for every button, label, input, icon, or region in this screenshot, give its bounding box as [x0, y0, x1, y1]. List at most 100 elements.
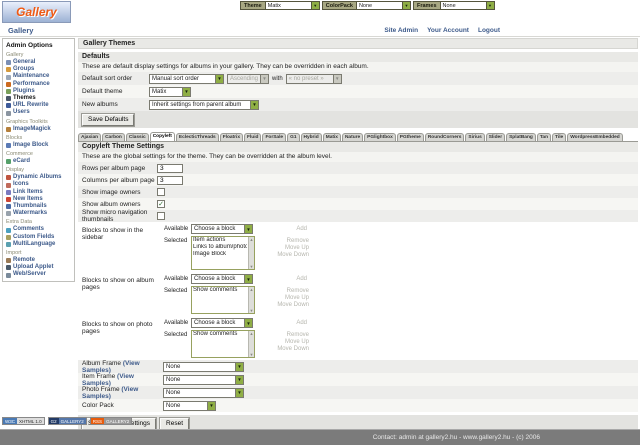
blocks-photo-available-select[interactable]: Choose a block ▼	[191, 318, 253, 328]
sidebar-item-link-items[interactable]: Link Items	[6, 189, 73, 196]
blocks-photo-label: Blocks to show on photo pages	[82, 321, 153, 335]
sidebar-item-custom-fields[interactable]: Custom Fields	[6, 234, 73, 241]
frames-select[interactable]: None	[439, 2, 486, 9]
sidebar-item-ecard[interactable]: eCard	[6, 158, 73, 165]
listbox-option[interactable]: Item actions	[193, 237, 226, 243]
frames-select-arrow-icon[interactable]: ▼	[485, 2, 494, 9]
tab-classic[interactable]: Classic	[125, 133, 149, 141]
sidebar-item-groups[interactable]: Groups	[6, 66, 73, 73]
tab-copyleft[interactable]: Copyleft	[149, 132, 175, 141]
sidebar-item-plugins[interactable]: Plugins	[6, 88, 73, 95]
tab-nature[interactable]: Nature	[341, 133, 364, 141]
tab-tan[interactable]: Tan	[536, 133, 552, 141]
tab-slider[interactable]: Slider	[485, 133, 506, 141]
default-theme-select[interactable]: Matix ▼	[149, 86, 191, 97]
sidebar-item-web-server[interactable]: Web/Server	[6, 271, 73, 278]
move-up-action: Move Up	[284, 295, 309, 301]
sidebar-item-new-items[interactable]: New Items	[6, 196, 73, 203]
tab-splatbang[interactable]: SplatBang	[506, 133, 536, 141]
header-link[interactable]: Site Admin	[384, 27, 419, 34]
sidebar-item-image-block[interactable]: Image Block	[6, 142, 73, 149]
tab-g1[interactable]: G1	[287, 133, 300, 141]
tab-hybrid[interactable]: Hybrid	[300, 133, 322, 141]
ecard-icon	[6, 159, 11, 165]
tab-eclecticthreads[interactable]: EclecticThreads	[175, 133, 219, 141]
sidebar-item-maintenance[interactable]: Maintenance	[6, 73, 73, 80]
album-frame-select[interactable]: None ▼	[163, 361, 244, 372]
sidebar-item-comments[interactable]: Comments	[6, 226, 73, 233]
header-link[interactable]: Logout	[477, 27, 500, 34]
theme-select-arrow-icon[interactable]: ▼	[310, 2, 319, 9]
tab-matix[interactable]: Matix	[322, 133, 341, 141]
footer-badge[interactable]: G2 GALLERY2	[47, 417, 87, 425]
tab-forsale[interactable]: ForSale	[262, 133, 287, 141]
tab-pgtheme[interactable]: PGtheme	[396, 133, 424, 141]
sidebar-item-icons[interactable]: Icons	[6, 181, 73, 188]
tab-tile[interactable]: Tile	[552, 133, 567, 141]
tab-pglightbox[interactable]: PGlightbox	[364, 133, 396, 141]
sidebar-item-label: Users	[13, 109, 30, 116]
remove-action: Remove	[286, 238, 309, 244]
gallery-logo[interactable]: Gallery	[2, 1, 71, 23]
show-album-owners-checkbox-checked[interactable]: ✓	[157, 200, 165, 208]
rows-per-page-input[interactable]	[157, 163, 183, 173]
sidebar-item-remote[interactable]: Remote	[6, 257, 73, 264]
listbox-scrollbar[interactable]: ▲ ▼	[248, 287, 254, 313]
sidebar-item-url-rewrite[interactable]: URL Rewrite	[6, 102, 73, 109]
colorpack-select[interactable]: None	[355, 2, 402, 9]
reset-button[interactable]: Reset	[159, 416, 191, 431]
blocks-album-selected-listbox[interactable]: ▲ ▼ Show comments	[191, 286, 255, 314]
sidebar-item-dynamic-albums[interactable]: Dynamic Albums	[6, 174, 73, 181]
tab-wordpressembedded[interactable]: WordpressEmbedded	[567, 133, 623, 141]
sidebar-item-imagemagick[interactable]: ImageMagick	[6, 126, 73, 133]
new-albums-value: Inherit settings from parent album	[152, 101, 242, 108]
save-defaults-button[interactable]: Save Defaults	[80, 112, 136, 127]
tab-carbon[interactable]: Carbon	[102, 133, 125, 141]
blocks-sidebar-available-select[interactable]: Choose a block ▼	[191, 224, 253, 234]
sidebar-item-watermarks[interactable]: Watermarks	[6, 210, 73, 217]
listbox-scrollbar[interactable]: ▲ ▼	[248, 237, 254, 269]
listbox-scrollbar[interactable]: ▲ ▼	[248, 331, 254, 357]
header-link[interactable]: Your Account	[427, 27, 469, 34]
blocks-photo-selected-listbox[interactable]: ▲ ▼ Show comments	[191, 330, 255, 358]
sidebar-item-themes[interactable]: Themes	[6, 95, 73, 102]
blocks-album-available-select[interactable]: Choose a block ▼	[191, 274, 253, 284]
tab-ajaxian[interactable]: Ajaxian	[78, 133, 102, 141]
photo-frame-select[interactable]: None ▼	[163, 387, 244, 398]
sidebar-item-performance[interactable]: Performance	[6, 81, 73, 88]
new-albums-select[interactable]: Inherit settings from parent album ▼	[149, 99, 259, 110]
sidebar-item-label: Watermarks	[13, 210, 48, 217]
breadcrumb[interactable]: Gallery	[8, 26, 34, 35]
theme-select[interactable]: Matix	[264, 2, 311, 9]
default-sort-order-select[interactable]: Manual sort order ▼	[149, 73, 224, 84]
photo-frame-value: None	[166, 389, 181, 396]
item-frame-select[interactable]: None ▼	[163, 374, 244, 385]
colorpack-select-arrow-icon[interactable]: ▼	[401, 2, 410, 9]
listbox-option[interactable]: Show comments	[193, 287, 238, 293]
sidebar-item-general[interactable]: General	[6, 59, 73, 66]
sidebar-item-upload-applet[interactable]: Upload Applet	[6, 264, 73, 271]
listbox-option[interactable]: Links to album/photo peers	[193, 244, 247, 250]
theme-select-group: Theme Matix ▼	[240, 1, 320, 10]
footer-badge[interactable]: W3C XHTML 1.0	[2, 417, 45, 425]
tab-fluid[interactable]: Fluid	[244, 133, 262, 141]
item-frame-arrow-icon: ▼	[235, 375, 243, 384]
link-items-icon	[6, 189, 11, 195]
sidebar-item-multilanguage[interactable]: MultiLanguage	[6, 241, 73, 248]
color-pack-select[interactable]: None ▼	[163, 400, 216, 411]
listbox-option[interactable]: Show comments	[193, 331, 238, 337]
item-frame-view-samples-link[interactable]: (View Samples)	[82, 372, 134, 387]
footer-badge[interactable]: RSS GALLERY2	[89, 417, 133, 425]
listbox-option[interactable]: Image Block	[193, 251, 227, 257]
photo-frame-view-samples-link[interactable]: (View Samples)	[82, 385, 139, 400]
tab-floatrix[interactable]: Floatrix	[219, 133, 244, 141]
show-micro-nav-checkbox[interactable]	[157, 212, 165, 220]
show-image-owners-checkbox[interactable]	[157, 188, 165, 196]
sidebar-item-users[interactable]: Users	[6, 109, 73, 116]
sidebar-item-thumbnails[interactable]: Thumbnails	[6, 203, 73, 210]
tab-roundcorners[interactable]: RoundCorners	[424, 133, 465, 141]
album-frame-view-samples-link[interactable]: (View Samples)	[82, 359, 140, 374]
tab-sirius[interactable]: Sirius	[465, 133, 485, 141]
columns-per-page-input[interactable]	[157, 175, 183, 185]
